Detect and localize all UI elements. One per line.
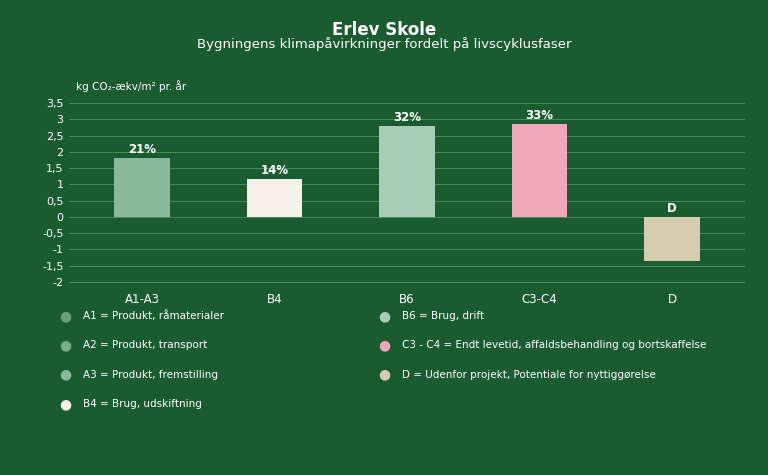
Bar [379, 126, 435, 217]
Text: 21%: 21% [128, 143, 156, 156]
Text: B6 = Brug, drift: B6 = Brug, drift [402, 311, 484, 321]
Text: ●: ● [378, 338, 390, 352]
Text: 14%: 14% [260, 164, 289, 177]
Bar [114, 158, 170, 217]
Text: C3 - C4 = Endt levetid, affaldsbehandling og bortskaffelse: C3 - C4 = Endt levetid, affaldsbehandlin… [402, 340, 706, 351]
Text: kg CO₂-ækv/m² pr. år: kg CO₂-ækv/m² pr. år [76, 80, 186, 92]
Text: 33%: 33% [525, 109, 554, 122]
Text: D = Udenfor projekt, Potentiale for nyttiggørelse: D = Udenfor projekt, Potentiale for nytt… [402, 370, 655, 380]
Bar [644, 217, 700, 261]
Text: B4 = Brug, udskiftning: B4 = Brug, udskiftning [83, 399, 202, 409]
Text: Erlev Skole: Erlev Skole [332, 21, 436, 39]
Text: A2 = Produkt, transport: A2 = Produkt, transport [83, 340, 207, 351]
Text: ●: ● [378, 309, 390, 323]
Text: A1 = Produkt, råmaterialer: A1 = Produkt, råmaterialer [83, 311, 224, 321]
Text: A3 = Produkt, fremstilling: A3 = Produkt, fremstilling [83, 370, 218, 380]
Text: Bygningens klimapåvirkninger fordelt på livscyklusfaser: Bygningens klimapåvirkninger fordelt på … [197, 37, 571, 51]
Bar [511, 124, 568, 217]
Bar [247, 180, 303, 217]
Text: ●: ● [59, 397, 71, 411]
Text: D: D [667, 202, 677, 215]
Text: ●: ● [59, 309, 71, 323]
Text: ●: ● [59, 368, 71, 382]
Text: ●: ● [378, 368, 390, 382]
Text: ●: ● [59, 338, 71, 352]
Text: 32%: 32% [393, 111, 421, 124]
